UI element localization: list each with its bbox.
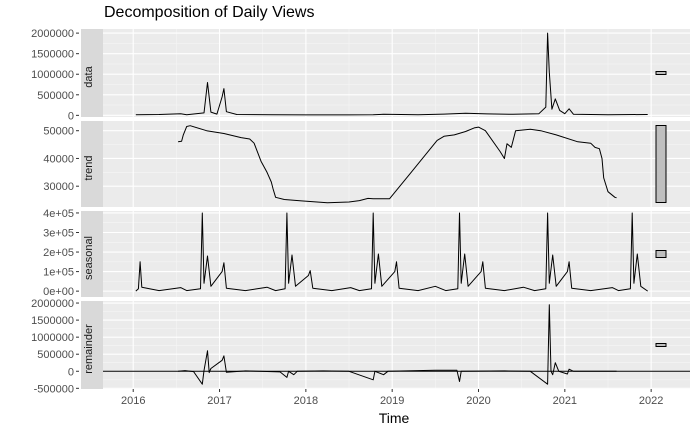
y-tick-label: 0 — [68, 366, 74, 378]
scale-bar — [655, 71, 667, 75]
facet-strip — [81, 211, 103, 297]
panel-data: 0 500000 1000000 1500000 2000000 data — [31, 28, 690, 122]
panel-background — [103, 211, 690, 297]
panel-seasonal: 0e+00 1e+05 2e+05 3e+05 4e+05 seasonal — [43, 208, 690, 298]
panel-background — [103, 121, 690, 207]
x-tick-label: 2021 — [553, 395, 577, 407]
series-line-seasonal — [135, 212, 648, 292]
scale-bar — [655, 343, 667, 347]
series-line-trend — [178, 125, 617, 204]
x-tick-label: 2016 — [121, 395, 145, 407]
facet-strip — [81, 301, 103, 389]
y-tick-label: 0e+00 — [43, 286, 74, 298]
y-tick-label: 2e+05 — [43, 247, 74, 259]
y-tick-label: 2000000 — [31, 28, 74, 40]
panel-remainder: -500000 0 500000 1000000 1500000 2000000 remai… — [31, 298, 690, 395]
scale-bar — [655, 250, 667, 258]
y-tick-label: 2000000 — [31, 298, 74, 310]
x-tick-label: 2022 — [639, 395, 663, 407]
y-tick-label: 4e+05 — [43, 208, 74, 220]
panel-trend: 30000 40000 50000 trend — [43, 121, 690, 207]
facet-label-seasonal: seasonal — [83, 236, 95, 280]
x-tick-label: 2017 — [207, 395, 231, 407]
facet-strip — [81, 121, 103, 207]
y-tick-label: -500000 — [34, 383, 74, 395]
y-tick-label: 0 — [68, 110, 74, 122]
x-tick-label: 2018 — [294, 395, 318, 407]
facet-strip — [81, 29, 103, 117]
series-line-data — [135, 32, 648, 116]
x-tick-label: 2020 — [466, 395, 490, 407]
facet-label-trend: trend — [83, 155, 95, 180]
y-tick-label: 1000000 — [31, 332, 74, 344]
y-tick-label: 30000 — [43, 181, 74, 193]
facet-label-remainder: remainder — [83, 324, 95, 374]
y-tick-label: 40000 — [43, 153, 74, 165]
scale-bar — [655, 125, 667, 203]
chart-title: Decomposition of Daily Views — [104, 4, 315, 21]
facet-label-data: data — [83, 65, 95, 87]
y-tick-label: 1e+05 — [43, 267, 74, 279]
y-tick-label: 500000 — [37, 90, 74, 102]
y-tick-label: 1500000 — [31, 315, 74, 327]
y-tick-label: 1000000 — [31, 69, 74, 81]
panel-background — [103, 301, 690, 389]
panel-background — [103, 29, 690, 117]
y-tick-label: 500000 — [37, 349, 74, 361]
y-tick-label: 3e+05 — [43, 228, 74, 240]
y-tick-label: 50000 — [43, 126, 74, 138]
x-tick-label: 2019 — [380, 395, 404, 407]
x-axis-title: Time — [379, 410, 410, 426]
y-tick-label: 1500000 — [31, 49, 74, 61]
